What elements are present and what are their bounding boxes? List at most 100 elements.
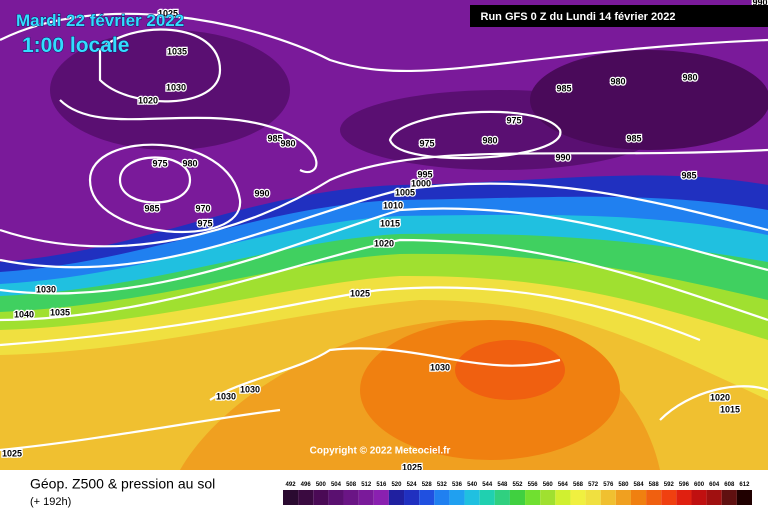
scale-swatch xyxy=(540,490,556,505)
isobar xyxy=(59,99,318,173)
scale-label: 588 xyxy=(649,482,660,488)
isobar-label: 995 xyxy=(417,169,432,179)
field-low xyxy=(530,50,768,150)
isobar-label: 985 xyxy=(626,133,641,143)
isobar-label: 1025 xyxy=(350,288,370,298)
scale-swatch xyxy=(388,490,405,505)
scale-label: 492 xyxy=(286,482,297,488)
date-title: Mardi 22 février 2022 xyxy=(16,11,184,30)
isobar-label: 1030 xyxy=(36,284,56,294)
scale-swatch xyxy=(373,490,389,505)
scale-label: 560 xyxy=(543,482,554,488)
scale-label: 580 xyxy=(618,482,629,488)
isobar-label: 1000 xyxy=(411,178,431,188)
scale-swatch xyxy=(464,490,480,505)
scale-label: 584 xyxy=(634,482,645,488)
isobar xyxy=(659,385,768,421)
scale-label: 540 xyxy=(467,482,478,488)
band xyxy=(455,340,565,400)
isobar-label: 1030 xyxy=(240,384,260,394)
scale-label: 508 xyxy=(346,482,357,488)
isobar xyxy=(0,182,768,269)
scale-label: 600 xyxy=(694,482,705,488)
isobar xyxy=(98,28,222,103)
isobar-label: 990 xyxy=(555,152,570,162)
scale-label: 520 xyxy=(391,482,402,488)
isobar-label: 1025 xyxy=(2,448,22,458)
isobar-label: 1035 xyxy=(167,46,187,56)
scale-label: 576 xyxy=(603,482,614,488)
isobar-label: 1020 xyxy=(374,238,394,248)
scale-label: 500 xyxy=(316,482,327,488)
scale-swatch xyxy=(313,490,329,505)
isobar xyxy=(0,207,768,295)
scale-label: 592 xyxy=(664,482,675,488)
scale-swatch xyxy=(691,490,707,505)
scale-label: 608 xyxy=(724,482,735,488)
isobar-label: 990 xyxy=(254,188,269,198)
scale-swatch xyxy=(328,490,344,505)
scale-label: 532 xyxy=(437,482,448,488)
scale-label: 568 xyxy=(573,482,584,488)
scale-swatch xyxy=(570,490,586,505)
scale-swatch xyxy=(600,490,616,505)
scale-swatch xyxy=(404,490,420,505)
scale-swatch xyxy=(494,490,510,505)
isobar-label: 1015 xyxy=(720,404,740,414)
isobar-label: 985 xyxy=(144,203,159,213)
isobar-label: 1020 xyxy=(710,392,730,402)
isobar-label: 980 xyxy=(610,76,625,86)
scale-swatch xyxy=(615,490,631,505)
scale-swatch xyxy=(646,490,662,505)
isobar xyxy=(0,408,281,452)
isobar-label: 985 xyxy=(556,83,571,93)
scale-label: 528 xyxy=(422,482,433,488)
scale-swatch xyxy=(449,490,465,505)
scale-swatch xyxy=(676,490,692,505)
isobar xyxy=(0,12,768,73)
scale-swatch xyxy=(419,490,435,505)
scale-label: 556 xyxy=(528,482,539,488)
isobar-label: 975 xyxy=(152,158,167,168)
isobar-label: 990 xyxy=(752,0,767,7)
isobars xyxy=(0,12,768,452)
isobar xyxy=(118,156,192,204)
scale-swatch xyxy=(343,490,359,505)
scale-swatch xyxy=(721,490,737,505)
isobar-label: 975 xyxy=(506,115,521,125)
isobar-label: 985 xyxy=(681,170,696,180)
color-scale: 492 496 500 504 508 512 516 520 524 528 532 536 540 5… xyxy=(283,482,752,505)
scale-swatch xyxy=(706,490,722,505)
scale-swatch xyxy=(525,490,541,505)
scale-swatch xyxy=(661,490,677,505)
scale-swatch xyxy=(283,490,299,505)
scale-swatch xyxy=(555,490,571,505)
scale-swatch xyxy=(358,490,374,505)
isobar xyxy=(209,347,561,401)
isobar xyxy=(88,143,242,234)
scale-swatch xyxy=(585,490,601,505)
scale-label: 524 xyxy=(407,482,418,488)
scale-swatch xyxy=(479,490,495,505)
scale-label: 544 xyxy=(482,482,493,488)
scale-swatch xyxy=(434,490,450,505)
legend-title: Géop. Z500 & pression au sol xyxy=(30,476,215,492)
scale-label: 516 xyxy=(376,482,387,488)
isobar-label: 1035 xyxy=(50,307,70,317)
time-title: 1:00 locale xyxy=(22,34,129,57)
isobar-label: 970 xyxy=(195,203,210,213)
isobar-label: 980 xyxy=(682,72,697,82)
field-bands xyxy=(0,175,768,470)
scale-swatch xyxy=(630,490,647,505)
isobar-label: 980 xyxy=(280,138,295,148)
isobar-label: 985 xyxy=(267,133,282,143)
isobar-label: 1020 xyxy=(138,95,158,105)
scale-label: 504 xyxy=(331,482,342,488)
isobar-label: 1030 xyxy=(216,391,236,401)
scale-label: 496 xyxy=(301,482,312,488)
isobar-label: 1040 xyxy=(14,309,34,319)
scale-label: 512 xyxy=(361,482,372,488)
isobar-label: 975 xyxy=(419,138,434,148)
